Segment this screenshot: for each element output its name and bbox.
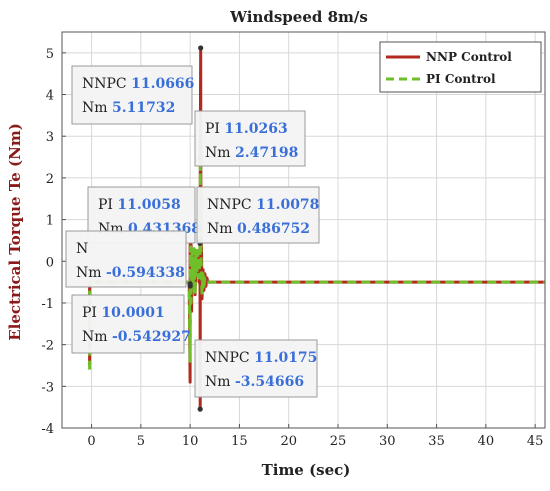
data-tips: NNPC 11.0666 Nm 5.11732 PI 11.0263 Nm 2.471… [65, 45, 320, 412]
y-tick-label: -4 [41, 422, 54, 437]
data-tip-line-1: NNPC 11.0078 [207, 197, 319, 213]
x-tick-label: 35 [428, 434, 445, 449]
data-tip-line-2: Nm -0.594338 [76, 265, 185, 281]
data-tip-line-2: Nm -0.542927 [82, 329, 191, 345]
x-tick-label: 40 [478, 434, 495, 449]
data-tip-box [194, 339, 318, 398]
y-axis-label: Electrical Torque Te (Nm) [6, 123, 24, 341]
legend-box [379, 41, 542, 93]
y-tick-label: 3 [46, 130, 54, 145]
legend-label: PI Control [426, 72, 496, 86]
data-tip-line-1: NNPC 11.0666 [82, 76, 194, 92]
data-tip-line-1: NNPC 11.0175 [205, 350, 317, 366]
data-tip-box [194, 110, 306, 167]
data-tip-point [197, 406, 203, 412]
data-tip-line-1: N [76, 241, 88, 257]
y-tick-label: -3 [41, 380, 54, 395]
x-tick-label: 15 [231, 434, 248, 449]
x-tick-label: 10 [182, 434, 199, 449]
plot-frame [61, 31, 546, 429]
x-tick-label: 5 [137, 434, 145, 449]
y-tick-label: -1 [41, 297, 54, 312]
y-ticks: -4 -3 -2 -1 0 1 2 3 4 5 [41, 47, 66, 437]
chart-title: Windspeed 8m/s [229, 8, 368, 26]
data-tip-line-2: Nm -3.54666 [205, 374, 304, 390]
x-ticks: 0 5 10 15 20 25 30 35 40 45 [87, 424, 543, 449]
data-tip-box [65, 230, 187, 288]
data-tip-line-2: Nm 2.47198 [205, 145, 298, 161]
y-tick-label: -2 [41, 339, 54, 354]
data-tip-line-1: PI 10.0001 [82, 305, 165, 321]
data-tip-line-1: PI 11.0058 [98, 197, 181, 213]
data-tip-box [196, 186, 320, 244]
data-tip-line-1: PI 11.0263 [205, 121, 288, 137]
x-tick-label: 45 [527, 434, 544, 449]
x-tick-label: 25 [330, 434, 347, 449]
data-tip-box [71, 65, 193, 125]
x-tick-label: 20 [280, 434, 297, 449]
legend: NNP Control PI Control [379, 41, 542, 93]
y-tick-label: 0 [46, 255, 54, 270]
y-tick-label: 4 [46, 89, 54, 104]
y-tick-label: 5 [46, 47, 54, 62]
x-axis-label: Time (sec) [262, 461, 351, 479]
data-tip-point [187, 281, 193, 287]
data-tip-box [71, 294, 185, 354]
y-tick-label: 1 [46, 214, 54, 229]
x-tick-label: 0 [87, 434, 95, 449]
legend-label: NNP Control [426, 50, 512, 64]
data-tip-line-2: Nm 5.11732 [82, 100, 175, 116]
y-tick-label: 2 [46, 172, 54, 187]
data-tip-point [198, 45, 204, 51]
data-tip-line-2: Nm 0.486752 [207, 221, 310, 237]
series-line-pi-control [88, 156, 545, 370]
x-tick-label: 30 [379, 434, 396, 449]
